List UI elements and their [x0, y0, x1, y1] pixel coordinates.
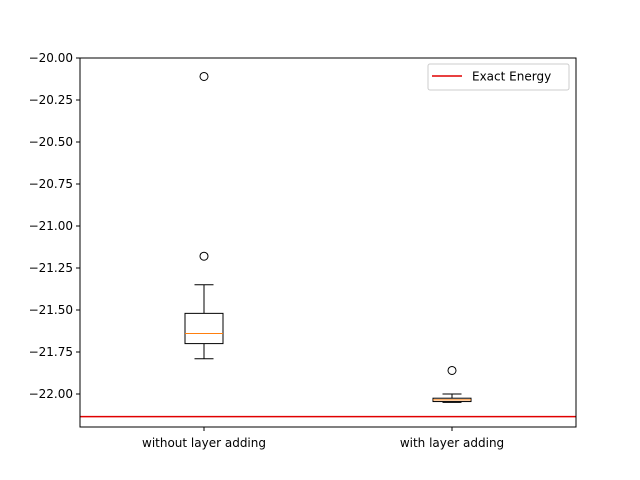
axes-frame	[79, 57, 577, 428]
legend-label-exact-energy: Exact Energy	[472, 70, 551, 84]
x-tick-label: without layer adding	[142, 436, 266, 450]
plot-area	[80, 71, 576, 418]
y-tick-label: −22.00	[29, 387, 73, 401]
y-tick-label: −21.00	[29, 219, 73, 233]
outlier-point	[447, 365, 457, 375]
y-axis: −20.00 −20.25 −20.50 −20.75 −21.00 −21.25 −21.…	[29, 51, 80, 401]
y-tick-label: −21.75	[29, 345, 73, 359]
legend-frame	[427, 63, 570, 91]
legend: Exact Energy	[427, 63, 570, 91]
y-tick-label: −20.50	[29, 135, 73, 149]
y-tick-label: −20.25	[29, 93, 73, 107]
outlier-point	[199, 71, 209, 81]
x-tick-label: with layer adding	[400, 436, 504, 450]
x-axis: without layer adding with layer adding	[142, 427, 504, 450]
y-tick-label: −20.00	[29, 51, 73, 65]
y-tick-label: −20.75	[29, 177, 73, 191]
box	[184, 312, 224, 345]
y-tick-label: −21.50	[29, 303, 73, 317]
outlier-point	[199, 251, 209, 261]
y-tick-label: −21.25	[29, 261, 73, 275]
